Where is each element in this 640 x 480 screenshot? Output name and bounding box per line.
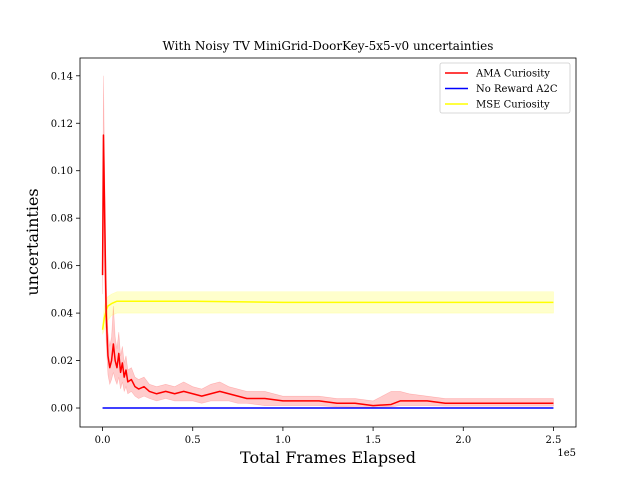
legend: AMA Curiosity No Reward A2C MSE Curiosity bbox=[439, 62, 571, 114]
plot-frame bbox=[79, 57, 577, 428]
y-tick-label: 0.14 bbox=[51, 71, 73, 82]
x-tick-label: 0.5 bbox=[185, 435, 201, 446]
x-tick-label: 0.0 bbox=[95, 435, 111, 446]
series-line-0 bbox=[101, 134, 554, 407]
legend-box bbox=[439, 62, 571, 114]
x-axis-multiplier: 1e5 bbox=[557, 448, 576, 459]
y-tick-label: 0.04 bbox=[51, 309, 73, 320]
y-tick-label: 0.08 bbox=[51, 214, 73, 225]
y-tick-label: 0.02 bbox=[51, 356, 73, 367]
series-lines bbox=[101, 134, 554, 409]
x-axis-ticks: 0.0 0.5 1.0 1.5 2.0 2.5 bbox=[95, 427, 562, 446]
x-tick-label: 2.5 bbox=[546, 435, 562, 446]
legend-label-0: AMA Curiosity bbox=[475, 69, 550, 80]
y-tick-label: 0.06 bbox=[51, 261, 73, 272]
x-tick-label: 1.0 bbox=[275, 435, 291, 446]
y-tick-label: 0.12 bbox=[51, 119, 73, 130]
legend-label-2: MSE Curiosity bbox=[476, 100, 550, 111]
y-axis-ticks: 0.00 0.02 0.04 0.06 0.08 0.10 0.12 0.14 bbox=[51, 71, 80, 415]
y-tick-label: 0.00 bbox=[51, 404, 73, 415]
series-band-2 bbox=[102, 291, 554, 335]
chart-title: With Noisy TV MiniGrid-DoorKey-5x5-v0 un… bbox=[163, 39, 494, 53]
x-tick-label: 1.5 bbox=[365, 435, 381, 446]
x-axis-title: Total Frames Elapsed bbox=[240, 448, 416, 467]
series-band-0 bbox=[102, 75, 554, 408]
x-tick-label: 2.0 bbox=[455, 435, 471, 446]
legend-label-1: No Reward A2C bbox=[476, 84, 558, 95]
y-axis-title: uncertainties bbox=[23, 188, 42, 295]
confidence-bands bbox=[102, 75, 554, 408]
y-tick-label: 0.10 bbox=[51, 166, 73, 177]
